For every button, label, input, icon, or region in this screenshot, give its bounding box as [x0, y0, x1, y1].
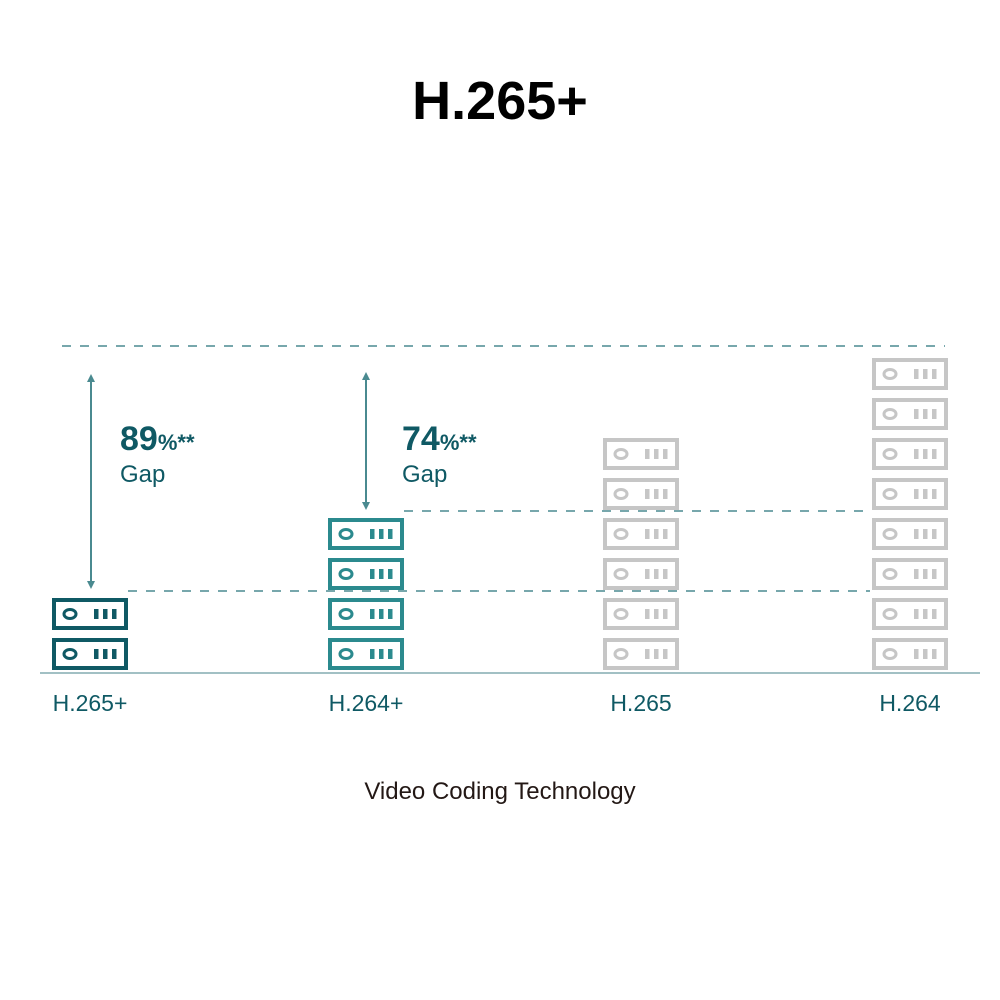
arrow-head-down	[87, 581, 95, 589]
gap-annotation: 74%** Gap	[402, 420, 477, 489]
gap-annotation: 89%** Gap	[120, 420, 195, 489]
server-icon	[603, 438, 679, 470]
server-icon	[603, 558, 679, 590]
chart-title: H.265+	[412, 71, 588, 131]
category-label: H.265+	[52, 690, 128, 716]
server-icon	[328, 598, 404, 630]
server-icon	[328, 558, 404, 590]
server-icon	[603, 598, 679, 630]
x-axis-label: Video Coding Technology	[364, 778, 636, 805]
server-icon	[872, 558, 948, 590]
server-icon	[872, 598, 948, 630]
category-label: H.264+	[328, 690, 404, 716]
arrow-head-up	[362, 372, 370, 380]
gap-label: Gap	[120, 461, 166, 488]
server-icon	[872, 478, 948, 510]
server-icon	[603, 518, 679, 550]
server-icon	[328, 638, 404, 670]
server-icon	[603, 638, 679, 670]
gap-value: 74	[402, 420, 440, 458]
server-icon	[52, 598, 128, 630]
category-label: H.265	[610, 690, 672, 716]
server-icon	[872, 438, 948, 470]
server-icon	[328, 518, 404, 550]
gap-unit: %**	[439, 430, 477, 455]
arrow-head-down	[362, 502, 370, 510]
server-icon	[872, 398, 948, 430]
server-icon	[872, 518, 948, 550]
gap-label: Gap	[402, 461, 448, 488]
server-icon	[872, 638, 948, 670]
gap-unit: %**	[157, 430, 195, 455]
arrow-head-up	[87, 374, 95, 382]
server-icon	[52, 638, 128, 670]
server-icon	[603, 478, 679, 510]
gap-value: 89	[120, 420, 158, 458]
server-icon	[872, 358, 948, 390]
category-label: H.264	[879, 690, 941, 716]
